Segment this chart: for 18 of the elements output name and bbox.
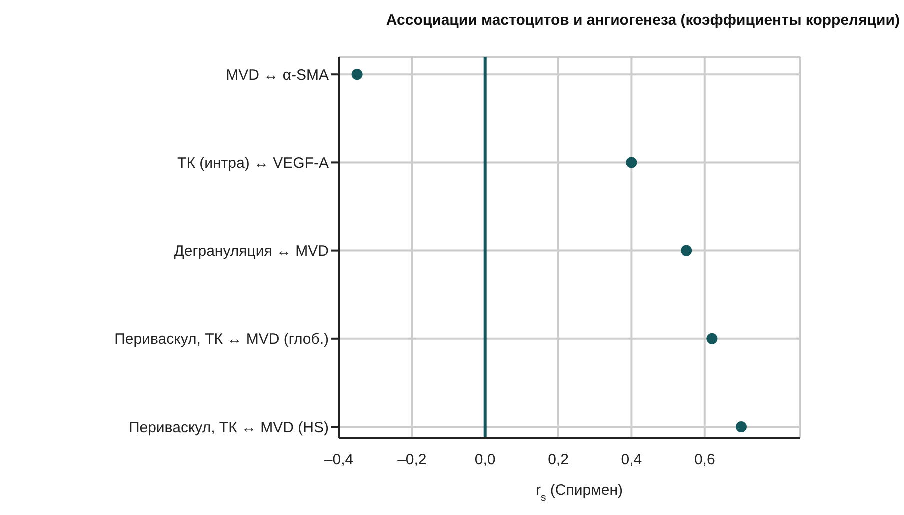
x-tick-label: 0,2 [548,452,569,469]
point [736,421,747,432]
point [706,333,718,344]
x-tick-label: –0,4 [324,452,354,469]
y-tick-label: ТК (интра) ↔ VEGF-A [178,155,329,172]
x-tick-label: 0,0 [474,452,496,469]
y-tick-label: MVD ↔ α-SMA [226,66,329,84]
x-tick-label: 0,4 [621,452,642,469]
y-tick-label: Периваскул, ТК ↔ MVD (HS) [128,419,329,436]
x-tick-label: 0,6 [694,452,716,469]
x-tick-label: –0,2 [398,452,427,469]
y-tick-label: Периваскул, ТК ↔ MVD (глоб.) [114,331,329,348]
point [681,245,692,256]
x-axis-title: r$_{s}$ (Спирмен) [536,482,624,504]
point [626,157,638,168]
chart-title: Ассоциации мастоцитов и ангиогенеза (коэффициенты корреляции) [386,12,900,29]
y-tick-label: Дегрануляция ↔ MVD [174,243,330,260]
point [352,69,363,80]
